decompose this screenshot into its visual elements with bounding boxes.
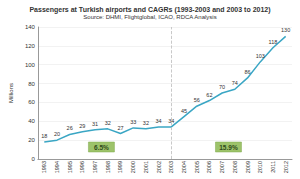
svg-text:2007: 2007: [219, 161, 225, 173]
svg-text:70: 70: [219, 84, 225, 90]
svg-text:2011: 2011: [270, 161, 276, 173]
svg-text:74: 74: [232, 80, 238, 86]
svg-text:32: 32: [105, 120, 111, 126]
svg-text:0: 0: [32, 156, 36, 162]
svg-text:1997: 1997: [92, 161, 98, 173]
svg-text:32: 32: [143, 120, 149, 126]
svg-text:100: 100: [25, 62, 36, 68]
svg-text:1994: 1994: [54, 161, 60, 173]
svg-text:103: 103: [256, 53, 265, 59]
svg-text:2009: 2009: [245, 161, 251, 173]
svg-text:31: 31: [92, 121, 98, 127]
svg-text:62: 62: [206, 92, 212, 98]
svg-text:Passengers at Turkish airports: Passengers at Turkish airports and CAGRs…: [29, 6, 270, 14]
svg-text:20: 20: [54, 131, 60, 137]
svg-text:Source: DHMI, Flightglobal, IC: Source: DHMI, Flightglobal, ICAO, RDCA A…: [83, 14, 216, 20]
svg-text:140: 140: [25, 24, 36, 30]
svg-text:34: 34: [156, 118, 162, 124]
svg-text:2002: 2002: [156, 161, 162, 173]
svg-text:Millions: Millions: [8, 83, 14, 103]
svg-text:2004: 2004: [181, 161, 187, 173]
svg-text:45: 45: [181, 108, 187, 114]
svg-text:29: 29: [79, 123, 85, 129]
svg-text:1993: 1993: [41, 161, 47, 173]
svg-text:2000: 2000: [130, 161, 136, 173]
svg-text:2010: 2010: [257, 161, 263, 173]
svg-text:1995: 1995: [67, 161, 73, 173]
svg-text:1999: 1999: [117, 161, 123, 173]
svg-text:2005: 2005: [194, 161, 200, 173]
svg-text:130: 130: [281, 27, 290, 33]
svg-text:6.5%: 6.5%: [94, 144, 109, 151]
svg-text:2003: 2003: [168, 161, 174, 173]
svg-text:26: 26: [67, 125, 73, 131]
svg-text:1996: 1996: [79, 161, 85, 173]
svg-text:80: 80: [28, 81, 35, 87]
svg-text:2012: 2012: [283, 161, 289, 173]
svg-text:1998: 1998: [105, 161, 111, 173]
svg-text:118: 118: [269, 39, 278, 45]
svg-text:86: 86: [244, 69, 250, 75]
svg-text:20: 20: [28, 137, 35, 143]
svg-text:2001: 2001: [143, 161, 149, 173]
svg-text:15.9%: 15.9%: [219, 144, 238, 151]
svg-text:2006: 2006: [206, 161, 212, 173]
svg-text:40: 40: [28, 118, 35, 124]
svg-text:34: 34: [168, 117, 175, 124]
svg-text:18: 18: [41, 133, 47, 139]
svg-text:60: 60: [28, 99, 35, 105]
svg-text:2008: 2008: [232, 161, 238, 173]
svg-text:33: 33: [130, 119, 136, 125]
svg-text:27: 27: [117, 125, 123, 131]
svg-text:56: 56: [194, 97, 200, 103]
svg-text:120: 120: [25, 43, 36, 49]
